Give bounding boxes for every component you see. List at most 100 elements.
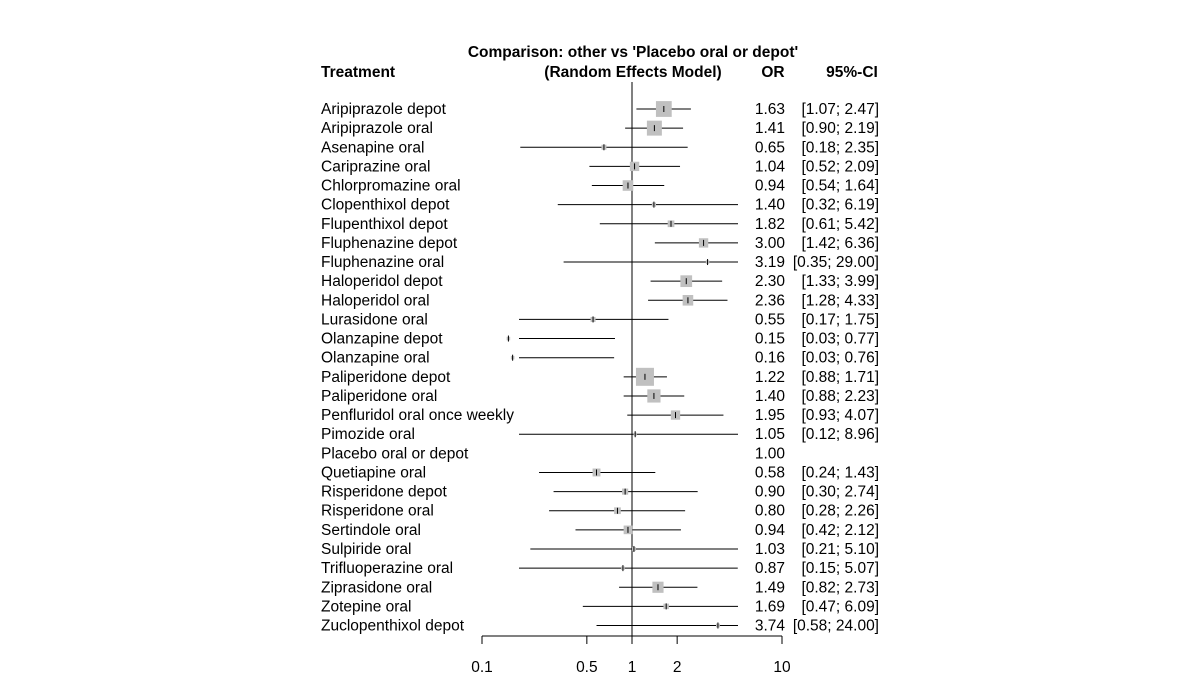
or-value: 0.16 xyxy=(755,350,785,367)
row-label: Haloperidol oral xyxy=(321,292,430,309)
row-label: Ziprasidone oral xyxy=(321,579,432,596)
forest-row: Ziprasidone oral 1.49 [0.82; 2.73] xyxy=(321,579,879,596)
forest-row: Haloperidol depot 2.30 [1.33; 3.99] xyxy=(321,273,879,290)
ci-value: [0.35; 29.00] xyxy=(793,254,879,271)
ci-value: [0.54; 1.64] xyxy=(801,178,879,195)
row-label: Zotepine oral xyxy=(321,598,411,615)
forest-row: Paliperidone oral 1.40 [0.88; 2.23] xyxy=(321,388,879,405)
x-tick-label: 1 xyxy=(628,659,637,676)
forest-row: Chlorpromazine oral 0.94 [0.54; 1.64] xyxy=(321,178,879,195)
or-value: 0.90 xyxy=(755,484,786,501)
ci-value: [0.12; 8.96] xyxy=(801,426,879,443)
ci-value: [0.88; 2.23] xyxy=(801,388,879,405)
forest-row: Aripiprazole oral 1.41 [0.90; 2.19] xyxy=(321,120,879,137)
forest-row: Paliperidone depot 1.22 [0.88; 1.71] xyxy=(321,367,879,386)
ci-value: [0.18; 2.35] xyxy=(801,139,879,156)
forest-row: Haloperidol oral 2.36 [1.28; 4.33] xyxy=(321,292,879,309)
ci-value: [0.88; 1.71] xyxy=(801,369,879,386)
x-tick-label: 10 xyxy=(773,659,791,676)
ci-value: [0.15; 5.07] xyxy=(801,560,879,577)
or-value: 1.95 xyxy=(755,407,785,424)
row-label: Fluphenazine depot xyxy=(321,235,458,252)
forest-row: Aripiprazole depot 1.63 [1.07; 2.47] xyxy=(321,101,879,118)
ci-value: [1.33; 3.99] xyxy=(801,273,879,290)
or-value: 1.00 xyxy=(755,445,786,462)
forest-row: Olanzapine depot 0.15 [0.03; 0.77] xyxy=(321,331,879,348)
ci-value: [0.28; 2.26] xyxy=(801,503,879,520)
forest-row: Trifluoperazine oral 0.87 [0.15; 5.07] xyxy=(321,560,879,577)
row-label: Risperidone depot xyxy=(321,484,448,501)
row-label: Zuclopenthixol depot xyxy=(321,618,465,635)
or-value: 1.03 xyxy=(755,541,785,558)
row-label: Asenapine oral xyxy=(321,139,424,156)
ci-value: [0.24; 1.43] xyxy=(801,464,879,481)
ci-value: [0.58; 24.00] xyxy=(793,618,879,635)
ci-value: [1.07; 2.47] xyxy=(801,101,879,118)
ci-value: [0.61; 5.42] xyxy=(801,216,879,233)
or-value: 1.22 xyxy=(755,369,785,386)
or-value: 1.40 xyxy=(755,197,786,214)
ci-value: [0.03; 0.77] xyxy=(801,331,879,348)
or-value: 3.74 xyxy=(755,618,786,635)
ci-value: [0.82; 2.73] xyxy=(801,579,879,596)
row-label: Flupenthixol depot xyxy=(321,216,448,233)
column-header-or: OR xyxy=(761,64,784,81)
or-value: 0.87 xyxy=(755,560,785,577)
forest-row: Pimozide oral 1.05 [0.12; 8.96] xyxy=(321,426,879,443)
forest-row: Flupenthixol depot 1.82 [0.61; 5.42] xyxy=(321,216,879,233)
forest-row: Fluphenazine depot 3.00 [1.42; 6.36] xyxy=(321,235,879,252)
ci-value: [0.21; 5.10] xyxy=(801,541,879,558)
row-label: Aripiprazole depot xyxy=(321,101,447,118)
row-label: Paliperidone depot xyxy=(321,369,451,386)
row-label: Aripiprazole oral xyxy=(321,120,433,137)
or-value: 0.15 xyxy=(755,331,785,348)
row-label: Olanzapine oral xyxy=(321,350,430,367)
ci-value: [0.03; 0.76] xyxy=(801,350,879,367)
forest-row: Quetiapine oral 0.58 [0.24; 1.43] xyxy=(321,464,879,481)
forest-row: Penfluridol oral once weekly 1.95 [0.93; 4… xyxy=(321,407,879,424)
or-value: 2.36 xyxy=(755,292,785,309)
or-value: 3.00 xyxy=(755,235,786,252)
or-value: 1.04 xyxy=(755,158,786,175)
ci-value: [0.17; 1.75] xyxy=(801,311,879,328)
row-label: Risperidone oral xyxy=(321,503,434,520)
forest-row: Risperidone depot 0.90 [0.30; 2.74] xyxy=(321,484,879,501)
row-label: Sulpiride oral xyxy=(321,541,411,558)
forest-row: Zotepine oral 1.69 [0.47; 6.09] xyxy=(321,598,879,615)
row-label: Trifluoperazine oral xyxy=(321,560,453,577)
forest-row: Asenapine oral 0.65 [0.18; 2.35] xyxy=(321,139,879,156)
x-axis: 0.1 0.5 1 2 10 xyxy=(471,635,791,676)
forest-row: Lurasidone oral 0.55 [0.17; 1.75] xyxy=(321,311,879,328)
forest-row: Clopenthixol depot 1.40 [0.32; 6.19] xyxy=(321,197,879,214)
or-value: 2.30 xyxy=(755,273,786,290)
forest-row: Placebo oral or depot 1.00 xyxy=(321,445,785,462)
column-header-ci: 95%-CI xyxy=(826,64,878,81)
row-label: Clopenthixol depot xyxy=(321,197,450,214)
or-value: 0.94 xyxy=(755,522,786,539)
or-value: 1.82 xyxy=(755,216,785,233)
ci-value: [1.28; 4.33] xyxy=(801,292,879,309)
or-value: 1.05 xyxy=(755,426,785,443)
or-value: 0.65 xyxy=(755,139,785,156)
row-label: Haloperidol depot xyxy=(321,273,443,290)
or-value: 0.94 xyxy=(755,178,786,195)
or-value: 0.58 xyxy=(755,464,785,481)
or-value: 3.19 xyxy=(755,254,785,271)
row-label: Chlorpromazine oral xyxy=(321,178,461,195)
row-label: Sertindole oral xyxy=(321,522,421,539)
ci-value: [0.47; 6.09] xyxy=(801,598,879,615)
x-tick-label: 0.1 xyxy=(471,659,493,676)
ci-value: [0.93; 4.07] xyxy=(801,407,879,424)
x-tick-label: 0.5 xyxy=(576,659,598,676)
row-label: Fluphenazine oral xyxy=(321,254,444,271)
forest-row: Cariprazine oral 1.04 [0.52; 2.09] xyxy=(321,158,879,175)
ci-value: [0.90; 2.19] xyxy=(801,120,879,137)
row-label: Lurasidone oral xyxy=(321,311,428,328)
or-value: 1.40 xyxy=(755,388,786,405)
forest-row: Risperidone oral 0.80 [0.28; 2.26] xyxy=(321,503,879,520)
or-value: 0.55 xyxy=(755,311,785,328)
ci-value: [0.32; 6.19] xyxy=(801,197,879,214)
forest-row: Sertindole oral 0.94 [0.42; 2.12] xyxy=(321,522,879,539)
forest-row: Fluphenazine oral 3.19 [0.35; 29.00] xyxy=(321,254,879,271)
or-value: 1.69 xyxy=(755,598,785,615)
